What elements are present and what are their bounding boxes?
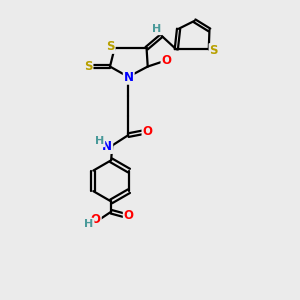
Text: H: H: [84, 219, 94, 229]
Text: O: O: [161, 54, 172, 67]
Text: H: H: [152, 24, 161, 34]
Text: O: O: [124, 209, 134, 222]
Text: S: S: [106, 40, 115, 53]
Text: O: O: [91, 212, 101, 226]
Text: S: S: [209, 44, 218, 57]
Text: N: N: [124, 71, 134, 84]
Text: H: H: [95, 136, 104, 146]
Text: S: S: [84, 60, 92, 73]
Text: N: N: [102, 140, 112, 153]
Text: O: O: [142, 125, 152, 138]
